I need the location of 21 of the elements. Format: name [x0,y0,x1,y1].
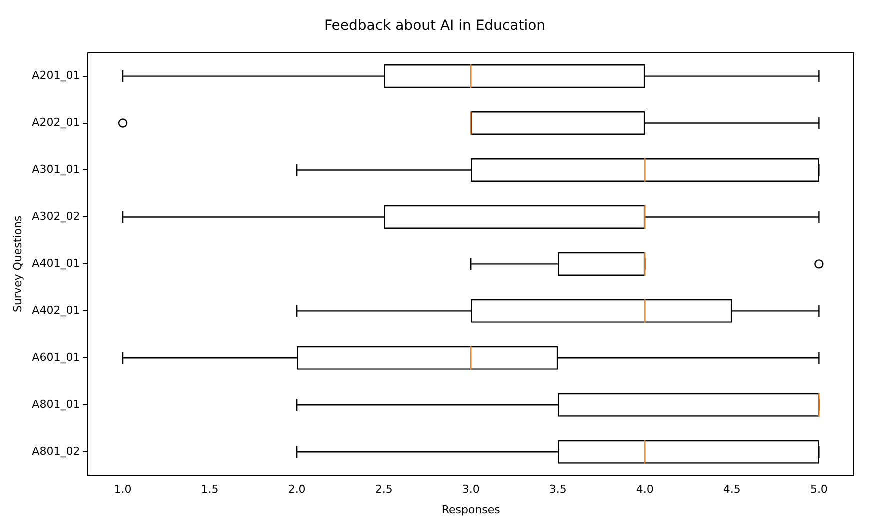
y-tick-label: A801_01 [32,398,80,411]
y-tick-label: A202_01 [32,116,80,130]
y-tick-label: A201_01 [32,69,80,82]
x-tick-label: 3.0 [462,483,480,496]
x-axis-title: Responses [442,503,501,516]
y-tick-label: A301_01 [32,163,80,176]
x-tick-label: 2.5 [375,483,393,496]
x-tick-label: 3.5 [549,483,567,496]
x-tick-label: 1.5 [201,483,219,496]
y-tick-label: A801_02 [32,444,80,458]
x-tick-label: 4.0 [636,483,654,496]
chart-title: Feedback about AI in Education [324,18,546,34]
x-tick-label: 2.0 [288,483,306,496]
y-tick-label: A302_02 [32,210,80,224]
y-tick-label: A601_01 [32,351,80,364]
x-tick-label: 4.5 [723,483,741,496]
x-tick-label: 5.0 [810,483,828,496]
y-axis-title: Survey Questions [11,216,24,313]
y-tick-label: A402_01 [32,304,80,318]
y-tick-label: A401_01 [32,257,80,270]
x-tick-label: 1.0 [114,483,132,496]
